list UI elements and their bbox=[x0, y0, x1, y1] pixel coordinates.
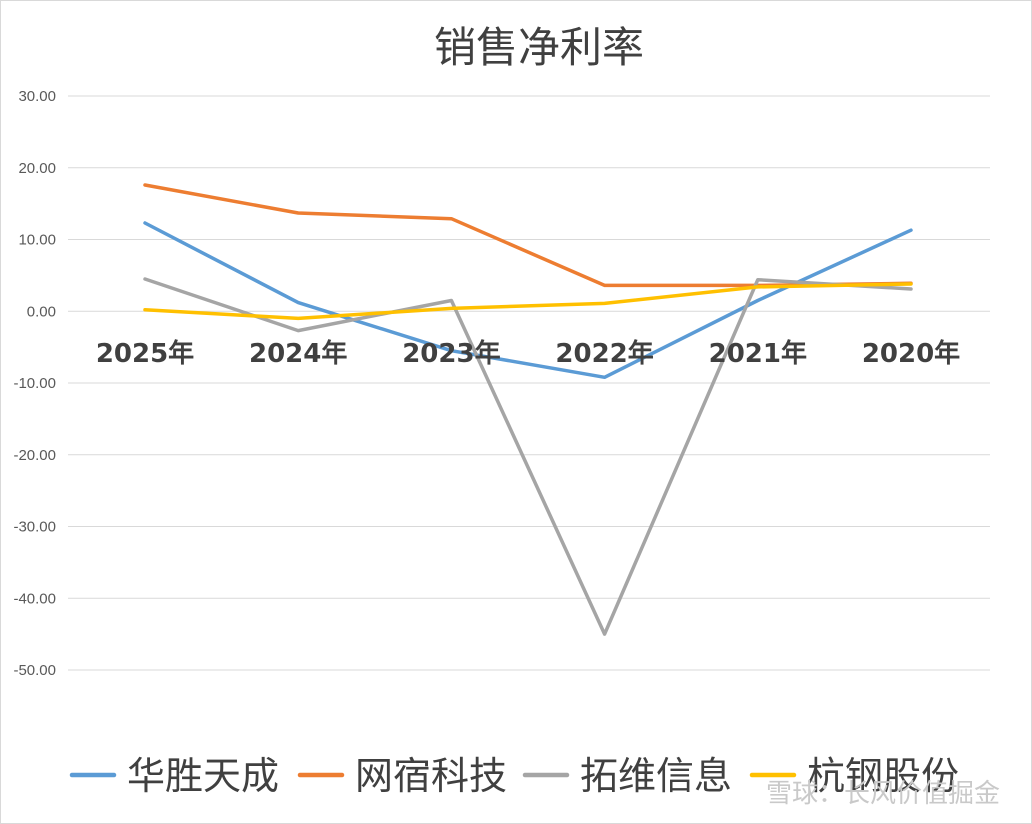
y-tick-label: -10.00 bbox=[13, 375, 56, 392]
x-tick-label: 2022年 bbox=[555, 338, 653, 369]
y-tick-label: -40.00 bbox=[13, 590, 56, 607]
x-tick-label: 2020年 bbox=[862, 338, 960, 369]
y-tick-label: -30.00 bbox=[13, 519, 56, 536]
chart-title: 销售净利率 bbox=[434, 23, 644, 72]
gridlines bbox=[68, 95, 990, 671]
y-tick-label: -50.00 bbox=[13, 662, 56, 679]
y-tick-label: 30.00 bbox=[18, 88, 56, 105]
x-tick-label: 2021年 bbox=[709, 338, 807, 369]
y-tick-label: 0.00 bbox=[27, 303, 56, 320]
series-line-4 bbox=[143, 282, 913, 321]
y-tick-label: -20.00 bbox=[13, 447, 56, 464]
y-axis-ticks: 30.00 20.00 10.00 0.00 -10.00 -20.00 -30.00 -40… bbox=[13, 88, 56, 679]
y-tick-label: 20.00 bbox=[18, 160, 56, 177]
x-axis-ticks: 2025年 2024年 2023年 2022年 2021年 2020年 bbox=[96, 338, 960, 369]
y-tick-label: 10.00 bbox=[18, 232, 56, 249]
x-tick-label: 2023年 bbox=[402, 338, 500, 369]
series-line-3 bbox=[143, 277, 913, 636]
legend: 华胜天成 网宿科技 拓维信息 杭钢股份 bbox=[69, 754, 959, 798]
x-tick-label: 2025年 bbox=[96, 338, 194, 369]
series-line-1 bbox=[143, 221, 913, 380]
legend-label: 网宿科技 bbox=[355, 754, 507, 798]
legend-label: 拓维信息 bbox=[580, 754, 732, 798]
legend-label: 杭钢股份 bbox=[807, 754, 959, 798]
watermark-text: 雪球：长风价值掘金 bbox=[766, 779, 1000, 809]
legend-label: 华胜天成 bbox=[127, 754, 279, 798]
x-tick-label: 2024年 bbox=[249, 338, 347, 369]
series-lines bbox=[143, 183, 913, 636]
